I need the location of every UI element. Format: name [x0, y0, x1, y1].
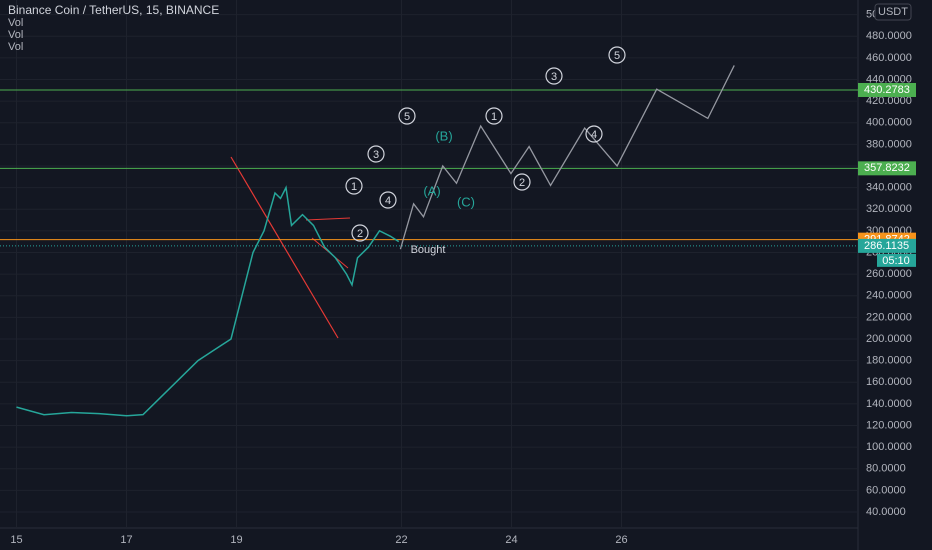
- countdown: 05:10: [882, 255, 910, 267]
- price-line: [16, 185, 400, 417]
- wave-label: 3: [551, 71, 557, 83]
- wave-label: 1: [351, 181, 357, 193]
- wave-label: 2: [357, 228, 363, 240]
- title: Binance Coin / TetherUS, 15, BINANCE: [8, 3, 219, 17]
- wave-circle: [608, 46, 626, 64]
- y-tick-label: 340.0000: [866, 182, 912, 194]
- wave-label: 4: [385, 195, 391, 207]
- wave-circle: [398, 107, 416, 125]
- y-tick-label: 400.0000: [866, 117, 912, 129]
- wave-circle: [513, 173, 531, 191]
- wave-circle: [345, 177, 363, 195]
- y-tick-label: 160.0000: [866, 376, 912, 388]
- grid: [0, 0, 858, 528]
- y-tick-label: 260.0000: [866, 268, 912, 280]
- legend-item: Vol: [8, 17, 23, 29]
- wave-circle: [585, 125, 603, 143]
- plot: Bought 1 2 3 4 5 (A) (B) (C) 1 2 3 4 5: [0, 46, 858, 417]
- wave-label: 1: [491, 111, 497, 123]
- price-tag: [858, 161, 916, 176]
- x-tick-label: 22: [395, 534, 407, 546]
- countdown-tag: [877, 253, 916, 267]
- y-tick-label: 100.0000: [866, 441, 912, 453]
- annotation: Bought: [411, 244, 446, 256]
- y-tick-label: 420.0000: [866, 95, 912, 107]
- wave-letter: (C): [457, 194, 475, 209]
- y-tick-label: 180.0000: [866, 355, 912, 367]
- legend-item: Vol: [8, 41, 23, 53]
- wave-label: 4: [591, 129, 597, 141]
- wave-circle: [367, 145, 385, 163]
- wave-label: 5: [404, 111, 410, 123]
- wave-label: 2: [519, 177, 525, 189]
- currency: USDT: [878, 6, 908, 18]
- trendline: [230, 156, 339, 339]
- currency-box[interactable]: [874, 3, 912, 21]
- y-tick-label: 200.0000: [866, 333, 912, 345]
- wave-label: 3: [373, 149, 379, 161]
- x-tick-label: 26: [615, 534, 627, 546]
- y-tick-label: 140.0000: [866, 398, 912, 410]
- wave-circle: [485, 107, 503, 125]
- wave-label: 5: [614, 50, 620, 62]
- y-tick-label: 380.0000: [866, 138, 912, 150]
- y-tick-label: 480.0000: [866, 30, 912, 42]
- y-tick-label: 40.0000: [866, 506, 906, 518]
- wave-circle: [545, 67, 563, 85]
- trendline: [305, 217, 351, 221]
- x-tick-label: 15: [10, 534, 22, 546]
- wave-letter: (B): [435, 128, 452, 143]
- price-tag-label: 286.1135: [864, 240, 909, 252]
- projection-line: [399, 65, 735, 250]
- y-tick-label: 60.0000: [866, 484, 906, 496]
- y-tick-label: 220.0000: [866, 311, 912, 323]
- y-tick-label: 120.0000: [866, 419, 912, 431]
- y-tick-label: 80.0000: [866, 463, 906, 475]
- x-tick-label: 24: [505, 534, 517, 546]
- wave-circle: [379, 191, 397, 209]
- price-tag-label: 357.8232: [864, 162, 910, 174]
- price-tag: [858, 82, 916, 97]
- x-tick-label: 19: [230, 534, 242, 546]
- wave-circle: [351, 224, 369, 242]
- price-tag-label: 430.2783: [864, 84, 910, 96]
- y-tick-label: 320.0000: [866, 203, 912, 215]
- legend-item: Vol: [8, 29, 23, 41]
- wave-letter: (A): [423, 183, 440, 198]
- y-tick-label: 440.0000: [866, 73, 912, 85]
- x-tick-label: 17: [120, 534, 132, 546]
- price-tag: [858, 238, 916, 253]
- y-tick-label: 240.0000: [866, 290, 912, 302]
- y-tick-label: 460.0000: [866, 52, 912, 64]
